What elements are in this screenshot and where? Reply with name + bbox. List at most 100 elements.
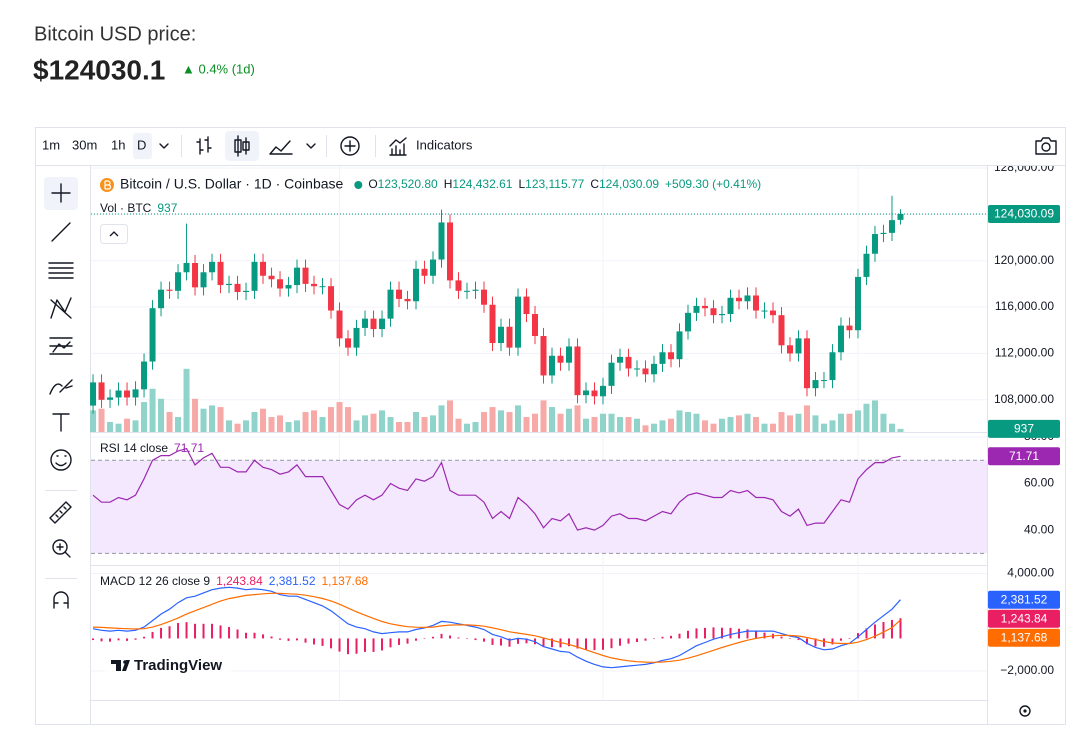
volume-bar: [574, 405, 581, 432]
volume-bar: [277, 415, 284, 432]
candle-body: [676, 331, 683, 360]
candle-body: [396, 289, 403, 299]
candle-body: [829, 352, 836, 381]
volume-bar: [166, 412, 173, 432]
volume-title: Vol · BTC: [100, 201, 152, 215]
volume-bar: [803, 405, 810, 432]
macd-histogram-bar: [856, 633, 859, 639]
price-badge-label: 71.71: [1009, 449, 1039, 463]
volume-bar: [871, 400, 878, 432]
volume-bar: [846, 413, 853, 432]
interval-active-bg: [133, 133, 152, 159]
volume-bar: [438, 405, 445, 432]
emoji-tool[interactable]: [50, 449, 72, 471]
rsi-value: 71.71: [174, 441, 204, 455]
candle-body: [464, 290, 471, 292]
volume-bar: [625, 417, 632, 432]
volume-bar: [251, 412, 258, 432]
widget-frame: [35, 127, 1066, 725]
ohlc-label: C: [590, 177, 599, 191]
interval-button[interactable]: 1h: [111, 137, 125, 152]
candle-body: [863, 253, 870, 277]
pattern-tool[interactable]: [50, 297, 72, 319]
volume-bar: [786, 415, 793, 432]
interval-menu[interactable]: [159, 143, 169, 149]
candle-body: [438, 222, 445, 260]
volume-bar: [345, 407, 352, 432]
price-change: ▲ 0.4% (1d): [182, 61, 255, 76]
screenshot-button[interactable]: [1035, 137, 1057, 155]
volume-bar: [285, 422, 292, 432]
collapse-button[interactable]: [100, 224, 128, 244]
macd-histogram-bar: [423, 638, 426, 639]
compare-button[interactable]: [340, 136, 360, 156]
macd-histogram-bar: [712, 627, 715, 639]
zoom-tool[interactable]: [52, 539, 68, 555]
area-button[interactable]: [269, 140, 293, 155]
chart-type-menu[interactable]: [306, 143, 316, 149]
candle-body: [124, 390, 131, 398]
candle-body: [761, 310, 768, 312]
interval-button[interactable]: 1m: [42, 137, 60, 152]
volume-bar: [200, 408, 207, 432]
bars-button[interactable]: [196, 136, 212, 155]
volume-bar: [761, 423, 768, 432]
macd-line: [92, 592, 901, 663]
volume-bar: [447, 400, 454, 432]
magnet-tool[interactable]: [53, 591, 69, 609]
text-tool[interactable]: [52, 413, 70, 432]
ohlc-value: 123,520.80: [378, 177, 438, 191]
background-layer: [90, 213, 987, 655]
macd-histogram-bar: [100, 638, 103, 642]
market-status: [354, 181, 363, 189]
rsi-line: [92, 447, 901, 531]
price-badge-label: 124,030.09: [994, 207, 1054, 221]
prediction-tool[interactable]: [49, 337, 73, 355]
candle-body: [455, 280, 462, 291]
candle-body: [90, 382, 97, 406]
macd-histogram-bar: [160, 627, 163, 639]
candles-button[interactable]: [234, 135, 250, 157]
interval-button[interactable]: 30m: [72, 137, 97, 152]
candle-body: [642, 368, 649, 375]
volume-bar: [226, 420, 233, 432]
fib-tool[interactable]: [48, 262, 74, 279]
macd-histogram-bar: [652, 638, 655, 639]
settings-button[interactable]: [1019, 705, 1031, 717]
volume-bar: [540, 400, 547, 432]
macd-histogram-bar: [737, 628, 740, 639]
macd-histogram-bar: [338, 638, 341, 652]
candle-body: [744, 295, 751, 302]
candle-body: [362, 318, 369, 328]
indicators-button[interactable]: Indicators: [416, 137, 473, 152]
volume-bar: [481, 412, 488, 432]
macd-histogram-bar: [168, 626, 171, 639]
candle-body: [803, 338, 810, 389]
candle-body: [888, 220, 895, 233]
candle-body: [175, 272, 182, 291]
macd-histogram-bar: [822, 638, 825, 647]
candle-body: [294, 267, 301, 286]
macd-histogram-bar: [194, 623, 197, 639]
trendline-tool[interactable]: [51, 222, 71, 242]
price-badge-label: 1,243.84: [1001, 611, 1048, 625]
volume-bar: [243, 420, 250, 432]
candle-body: [370, 318, 377, 330]
crosshair-tool[interactable]: [51, 183, 71, 203]
volume-bar: [676, 410, 683, 432]
volume-bar: [124, 418, 131, 432]
candle-body: [549, 355, 556, 376]
candle-body: [616, 356, 623, 363]
macd-histogram-bar: [593, 638, 596, 651]
collapse-chevron: [109, 231, 119, 237]
price: $124030.1: [33, 54, 165, 85]
candle-body: [268, 275, 275, 280]
ruler-tool[interactable]: [49, 501, 72, 524]
x-tick-label: Oct: [849, 704, 868, 718]
volume-value: 937: [157, 201, 177, 215]
macd-histogram-bar: [627, 638, 630, 644]
brush-tool[interactable]: [49, 379, 73, 395]
interval-button[interactable]: D: [137, 137, 146, 152]
ohlc-label: L: [518, 177, 525, 191]
macd-histogram-bar: [585, 638, 588, 650]
